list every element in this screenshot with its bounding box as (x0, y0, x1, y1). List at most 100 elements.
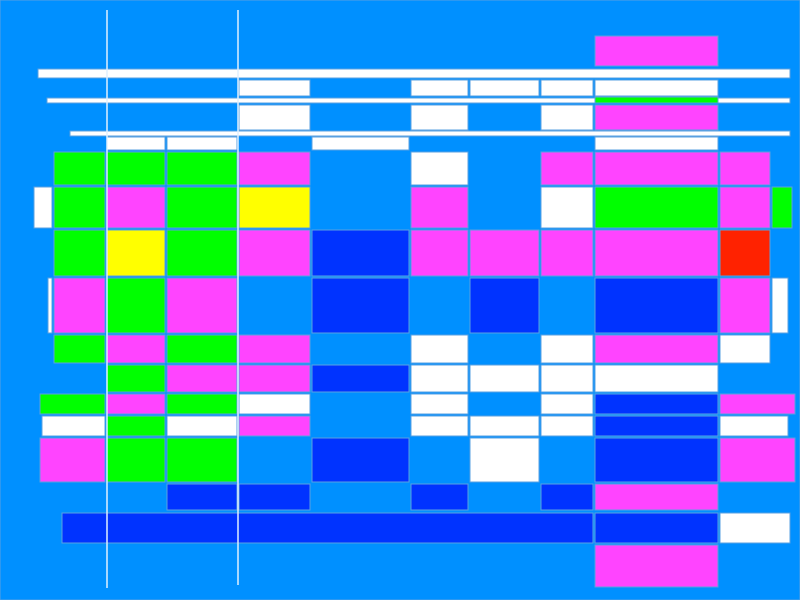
cell (469, 79, 540, 97)
bar (61, 512, 594, 544)
cell (311, 229, 410, 277)
cell (469, 437, 540, 483)
cell (719, 512, 791, 544)
cell (311, 437, 410, 483)
cell (106, 136, 166, 151)
cell (410, 415, 469, 437)
cell (540, 334, 594, 364)
cell (594, 136, 719, 151)
top-rows (37, 35, 791, 151)
cell (594, 393, 719, 415)
cell (594, 79, 719, 97)
cell (719, 415, 789, 437)
cell (410, 483, 469, 511)
bar (37, 68, 791, 79)
cell (33, 186, 53, 229)
cell (166, 364, 238, 393)
cell (106, 229, 166, 277)
row-2 (33, 186, 793, 229)
cell (238, 334, 311, 364)
row-4 (47, 277, 789, 334)
cell (540, 151, 594, 186)
cell (594, 334, 719, 364)
cell (410, 364, 469, 393)
cell (166, 437, 238, 483)
cell (39, 437, 106, 483)
cell (469, 229, 540, 277)
cell (166, 415, 238, 437)
cell (166, 136, 238, 151)
cell (540, 104, 594, 131)
cell (238, 415, 311, 437)
cell (469, 364, 540, 393)
cell (719, 151, 771, 186)
cell (238, 483, 311, 511)
bottom-rows (61, 483, 791, 588)
bar (46, 97, 791, 104)
cell (106, 364, 166, 393)
cell (106, 437, 166, 483)
cell (106, 186, 166, 229)
cell (238, 104, 311, 131)
cell (540, 364, 594, 393)
cell (166, 229, 238, 277)
cell (238, 229, 311, 277)
cell (771, 277, 789, 334)
cell (594, 151, 719, 186)
cell (540, 415, 594, 437)
cell (719, 334, 771, 364)
cell (47, 277, 53, 334)
cell (53, 229, 106, 277)
cell (594, 229, 719, 277)
cell (166, 393, 238, 415)
cell (53, 277, 106, 334)
cell (166, 151, 238, 186)
cell (39, 393, 106, 415)
cell (594, 437, 719, 483)
cell (469, 415, 540, 437)
cell (311, 277, 410, 334)
row-8 (41, 415, 789, 437)
cell (540, 483, 594, 511)
cell (41, 415, 106, 437)
cell (410, 186, 469, 229)
cell (166, 483, 238, 511)
cell (106, 151, 166, 186)
cell (238, 79, 311, 97)
cell (238, 186, 311, 229)
row-9 (39, 437, 796, 483)
cell (719, 186, 771, 229)
cell (166, 277, 238, 334)
cell (410, 393, 469, 415)
cell (238, 151, 311, 186)
cell (719, 229, 771, 277)
cell (540, 186, 594, 229)
cell (594, 415, 719, 437)
cell (410, 104, 469, 131)
cell (106, 415, 166, 437)
row-1 (53, 151, 771, 186)
cell (166, 186, 238, 229)
cell (594, 364, 719, 393)
cell (410, 229, 469, 277)
cell (540, 79, 594, 97)
cell (106, 334, 166, 364)
cell (540, 393, 594, 415)
cell (594, 544, 719, 588)
cell (540, 229, 594, 277)
row-6 (106, 364, 719, 393)
cell (594, 277, 719, 334)
row-5 (53, 334, 771, 364)
row-3 (53, 229, 771, 277)
cell (166, 334, 238, 364)
cell (594, 104, 719, 131)
cell (53, 186, 106, 229)
cell (719, 277, 771, 334)
cell (594, 186, 719, 229)
cell (594, 35, 719, 67)
cell (594, 512, 719, 544)
cell (719, 393, 796, 415)
cell (238, 364, 311, 393)
